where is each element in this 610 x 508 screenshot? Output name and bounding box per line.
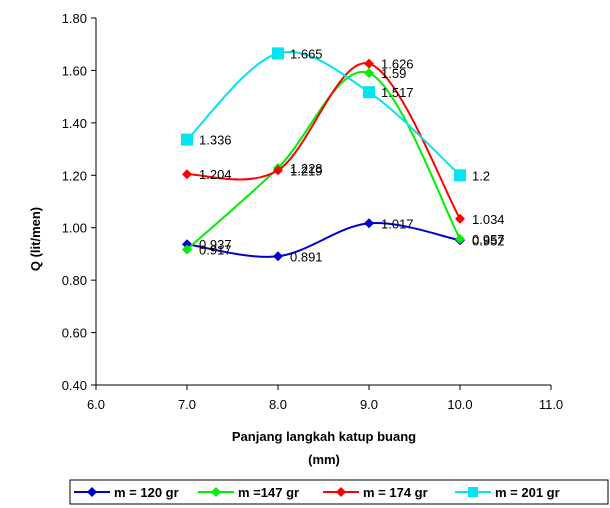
legend-item-4: m = 201 gr: [455, 485, 560, 500]
legend-item-1: m = 120 gr: [74, 485, 179, 500]
data-point: [364, 58, 374, 69]
data-label: 1.204: [199, 167, 232, 182]
legend-label: m = 174 gr: [363, 485, 428, 500]
data-label: 1.517: [381, 85, 414, 100]
series-line: [186, 222, 461, 258]
y-tick-label: 0.40: [62, 378, 87, 393]
legend: m = 120 gr m =147 gr m = 174 gr m = 201 gr: [69, 479, 609, 505]
data-point: [272, 47, 284, 60]
data-point: [181, 133, 193, 146]
x-tick-label: 7.0: [178, 397, 196, 412]
data-label: 0.891: [290, 249, 323, 264]
data-label: 1.665: [290, 46, 323, 61]
legend-swatch-marker: [336, 487, 346, 497]
y-tick-label: 0.60: [62, 326, 87, 341]
y-tick-label: 1.60: [62, 63, 87, 78]
legend-swatch-marker: [87, 487, 97, 497]
x-tick-label: 8.0: [269, 397, 287, 412]
x-tick-label: 6.0: [87, 397, 105, 412]
legend-item-3: m = 174 gr: [323, 485, 428, 500]
data-labels: 0.937 0.891 1.017 0.952 0.917 1.228 1.59 0.957 1…: [199, 46, 505, 264]
data-label: 0.937: [199, 237, 232, 252]
legend-swatch-marker: [468, 487, 478, 497]
series-4: [181, 47, 466, 182]
data-point: [363, 86, 375, 99]
legend-item-2: m =147 gr: [198, 485, 299, 500]
legend-label: m = 120 gr: [114, 485, 179, 500]
x-axis-title-line2: (mm): [308, 452, 340, 467]
data-point: [273, 165, 283, 176]
x-tick-label: 9.0: [360, 397, 378, 412]
x-tick-label: 11.0: [539, 397, 563, 412]
data-label: 1.336: [199, 133, 232, 148]
y-tick-label: 0.80: [62, 273, 87, 288]
y-tick-label: 1.20: [62, 168, 87, 183]
data-label: 1.034: [472, 212, 505, 227]
legend-label: m = 201 gr: [495, 485, 560, 500]
legend-swatch-marker: [211, 487, 221, 497]
data-point: [455, 213, 465, 224]
data-label: 1.228: [290, 161, 323, 176]
data-label: 0.957: [472, 232, 505, 247]
data-label: 1.626: [381, 57, 414, 72]
data-point: [364, 68, 374, 79]
legend-label: m =147 gr: [238, 485, 299, 500]
y-tick-label: 1.80: [62, 11, 87, 26]
data-label: 1.219: [290, 163, 323, 178]
y-tick-label: 1.40: [62, 116, 87, 131]
data-label: 0.917: [199, 242, 232, 257]
series-line: [186, 62, 461, 220]
axes: 0.40 0.60 0.80 1.00 1.20 1.40 1.60 1.80 6.0 7.0 8.…: [62, 11, 563, 412]
data-label: 1.59: [381, 66, 406, 81]
data-label: 1.2: [472, 168, 490, 183]
series-line: [186, 51, 461, 177]
x-tick-label: 10.0: [447, 397, 472, 412]
data-point: [182, 169, 192, 180]
data-label: 0.952: [472, 233, 505, 248]
series-3: [182, 58, 465, 224]
data-point: [364, 218, 374, 229]
data-label: 1.017: [381, 216, 414, 231]
y-tick-label: 1.00: [62, 221, 87, 236]
data-point: [273, 251, 283, 262]
data-point: [455, 233, 465, 244]
x-axis-title-line1: Panjang langkah katup buang: [232, 429, 416, 444]
series-layer: [181, 47, 466, 262]
series-line: [186, 70, 461, 251]
data-point: [182, 244, 192, 255]
y-axis-title: Q (lit/men): [28, 207, 43, 271]
data-point: [454, 169, 466, 182]
axis-titles: Panjang langkah katup buang (mm) Q (lit/…: [28, 207, 416, 467]
